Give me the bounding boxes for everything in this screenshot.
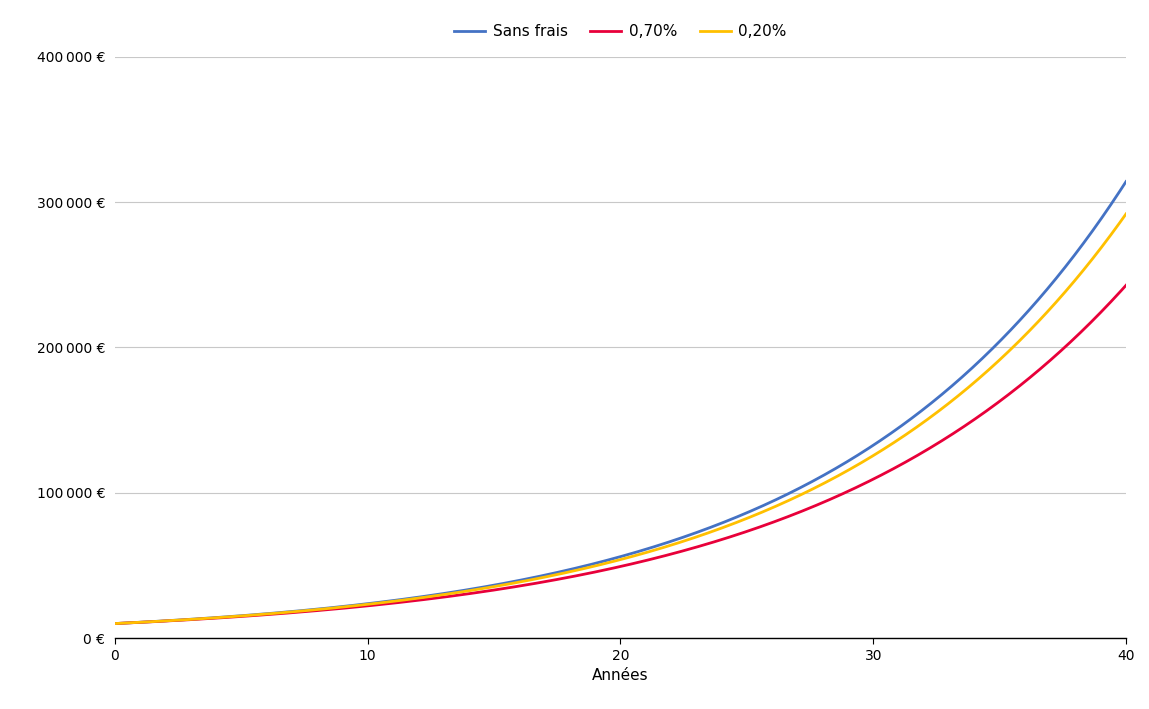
0,20% — [554, 569, 568, 578]
Legend: Sans frais, 0,70%, 0,20%: Sans frais, 0,70%, 0,20% — [448, 18, 793, 45]
Sans frais — [915, 406, 928, 415]
0,70% — [211, 614, 225, 623]
0,20% — [108, 620, 122, 628]
Sans frais — [517, 575, 531, 584]
Sans frais — [108, 620, 122, 628]
0,70% — [896, 459, 910, 467]
0,20% — [802, 486, 816, 495]
0,20% — [915, 420, 928, 428]
Line: Sans frais: Sans frais — [115, 182, 1126, 624]
0,70% — [554, 574, 568, 583]
0,70% — [915, 449, 928, 457]
0,70% — [802, 504, 816, 513]
Sans frais — [554, 567, 568, 576]
0,20% — [896, 432, 910, 440]
X-axis label: Années: Années — [592, 668, 649, 683]
0,20% — [517, 577, 531, 586]
0,20% — [211, 613, 225, 622]
0,70% — [517, 581, 531, 590]
Sans frais — [211, 613, 225, 622]
Line: 0,70%: 0,70% — [115, 285, 1126, 624]
Sans frais — [802, 479, 816, 487]
Sans frais — [896, 420, 910, 429]
Sans frais — [1119, 177, 1133, 186]
0,70% — [108, 620, 122, 628]
0,20% — [1119, 210, 1133, 218]
0,70% — [1119, 281, 1133, 289]
Line: 0,20%: 0,20% — [115, 214, 1126, 624]
